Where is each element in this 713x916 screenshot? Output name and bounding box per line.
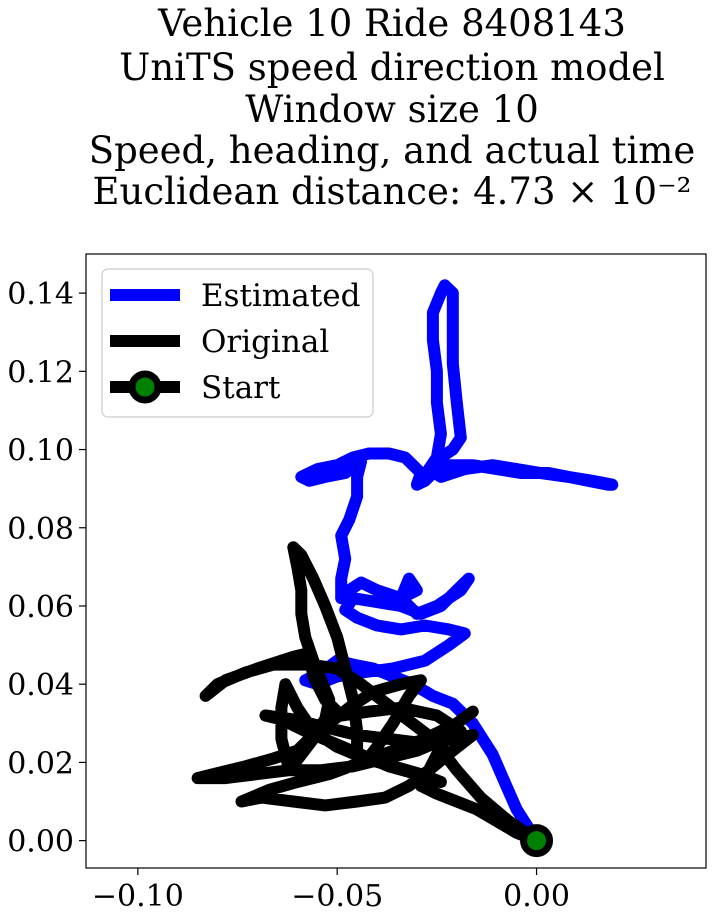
- title-line-3: Window size 10: [245, 88, 539, 131]
- title-line-4: Speed, heading, and actual time: [89, 129, 696, 172]
- x-tick-label: −0.10: [92, 879, 184, 914]
- legend-frame: [101, 268, 374, 418]
- legend-label-original: Original: [201, 324, 329, 360]
- legend: Estimated Original Start: [101, 268, 374, 418]
- legend-marker-start: [128, 370, 162, 404]
- x-tick-label: 0.00: [503, 879, 570, 914]
- title-line-2: UniTS speed direction model: [119, 46, 665, 89]
- series-line-estimated: [295, 279, 619, 847]
- title-line-1: Vehicle 10 Ride 8408143: [157, 2, 626, 45]
- chart-title: Vehicle 10 Ride 8408143 UniTS speed dire…: [89, 2, 696, 213]
- legend-label-start: Start: [201, 370, 281, 406]
- y-tick-label: 0.06: [7, 590, 74, 625]
- plot-frame: [85, 253, 707, 869]
- y-axis: 0.00 0.02 0.04 0.06 0.08 0.10 0.12 0.14: [7, 277, 86, 860]
- y-tick-label: 0.02: [7, 746, 74, 781]
- x-tick-label: −0.05: [291, 879, 383, 914]
- y-tick-label: 0.10: [7, 434, 74, 469]
- y-tick-label: 0.08: [7, 512, 74, 547]
- legend-label-estimated: Estimated: [201, 278, 360, 314]
- y-tick-label: 0.00: [7, 825, 74, 860]
- title-line-5: Euclidean distance: 4.73 × 10⁻²: [93, 170, 692, 213]
- y-tick-label: 0.12: [7, 355, 74, 390]
- y-tick-label: 0.04: [7, 668, 74, 703]
- x-axis: −0.10 −0.05 0.00: [92, 868, 570, 914]
- start-layer: [520, 824, 554, 858]
- series-line-original: [191, 541, 543, 847]
- start-marker: [520, 824, 554, 858]
- y-tick-label: 0.14: [7, 277, 74, 312]
- series-layer: [191, 279, 619, 847]
